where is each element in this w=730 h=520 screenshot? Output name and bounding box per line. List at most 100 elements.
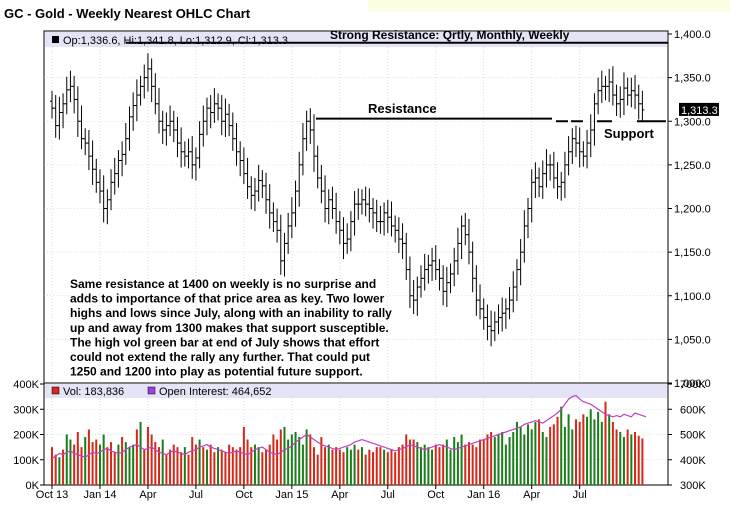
ohlc-bar xyxy=(533,162,538,199)
volume-bar xyxy=(338,449,341,485)
volume-bar xyxy=(320,437,323,485)
annotation-line: could not extend the rally any further. … xyxy=(70,350,370,364)
ohlc-bar xyxy=(134,79,139,122)
volume-bar xyxy=(51,447,53,485)
volume-bar xyxy=(615,429,618,485)
ohlc-bar xyxy=(238,141,243,177)
volume-bar xyxy=(530,429,533,485)
volume-bar xyxy=(464,444,467,485)
volume-bar xyxy=(327,444,330,485)
volume-bar xyxy=(600,421,603,485)
price-tick-label: 1,050.0 xyxy=(674,334,711,346)
ohlc-bar xyxy=(109,169,114,211)
volume-bar xyxy=(405,434,408,485)
x-axis: Oct 13 Jan 14 Apr Jul Oct Jan 15 Apr Jul Oct Jan … xyxy=(36,485,587,501)
ohlc-bar xyxy=(411,280,416,315)
volume-bar xyxy=(353,444,356,485)
volume-bar xyxy=(128,447,131,485)
volume-bar xyxy=(360,447,363,485)
volume-bar xyxy=(386,452,389,485)
volume-bar xyxy=(445,439,448,485)
ohlc-bar xyxy=(537,167,542,198)
volume-legend: Vol: 183,836 xyxy=(63,386,124,398)
volume-bar xyxy=(121,437,124,485)
volume-bar xyxy=(420,447,422,485)
volume-bar xyxy=(423,444,426,485)
ohlc-bar xyxy=(278,214,283,275)
volume-bar xyxy=(508,437,511,485)
ohlc-bar xyxy=(149,58,154,103)
volume-bar xyxy=(431,449,434,485)
volume-bar xyxy=(205,449,208,485)
volume-bar xyxy=(589,409,592,485)
ohlc-bar xyxy=(459,215,464,260)
ohlc-bar xyxy=(120,141,125,177)
volume-bar xyxy=(608,414,611,485)
ohlc-bar xyxy=(422,253,427,291)
ohlc-bar xyxy=(127,106,132,151)
price-legend: Op:1,336.6, Hi:1,341.8, Lo:1,312.9, Cl:1… xyxy=(63,35,288,47)
oi-legend: Open Interest: 464,652 xyxy=(159,386,272,398)
volume-bar xyxy=(604,401,607,485)
ohlc-bar xyxy=(193,147,198,181)
ohlc-bar xyxy=(75,86,80,137)
top-banner xyxy=(368,0,730,12)
ohlc-bar xyxy=(304,110,309,151)
ohlc-bar xyxy=(529,169,534,223)
volume-bar xyxy=(235,449,238,485)
ohlc-bar xyxy=(241,147,246,185)
ohlc-bar xyxy=(179,127,184,168)
price-tick-label: 1,250.0 xyxy=(674,160,711,172)
volume-bar xyxy=(545,437,548,485)
volume-bar xyxy=(316,454,319,485)
ohlc-bar xyxy=(614,84,619,117)
ohlc-bar xyxy=(271,202,276,233)
volume-bar xyxy=(619,431,622,485)
volume-bar xyxy=(95,439,98,485)
volume-bar xyxy=(272,434,275,485)
ohlc-bar xyxy=(352,191,357,236)
ohlc-bar xyxy=(348,211,353,252)
ohlc-bar xyxy=(470,241,475,293)
volume-bar xyxy=(397,447,400,485)
ohlc-bar xyxy=(478,284,483,320)
ohlc-bar xyxy=(573,125,578,158)
oi-tick-label: 500K xyxy=(680,430,706,442)
ohlc-bar xyxy=(245,157,250,199)
volume-bar xyxy=(309,434,312,485)
ohlc-bar xyxy=(223,98,228,137)
ohlc-bar xyxy=(308,108,313,144)
volume-bar xyxy=(390,449,393,485)
volume-bar xyxy=(475,447,478,485)
volume-bar xyxy=(453,437,456,485)
ohlc-bar xyxy=(57,96,62,140)
open-interest-right-axis: 700K 600K 500K 400K 300K xyxy=(668,379,706,492)
volume-bar xyxy=(519,426,522,485)
ohlc-bar xyxy=(289,197,294,239)
volume-bar xyxy=(501,431,504,485)
ohlc-bar xyxy=(511,271,516,313)
ohlc-bar xyxy=(514,259,519,301)
strong-resistance-label: Strong Resistance: Qrtly, Monthly, Weekl… xyxy=(330,28,570,42)
volume-bar xyxy=(165,454,168,485)
volume-bar xyxy=(268,444,271,485)
ohlc-bar xyxy=(112,157,117,195)
volume-bar xyxy=(471,444,474,485)
ohlc-bar xyxy=(585,129,590,169)
volume-bar xyxy=(442,444,445,485)
ohlc-bar xyxy=(393,215,398,243)
price-tick-label: 1,350.0 xyxy=(674,73,711,85)
oi-tick-label: 700K xyxy=(680,379,706,391)
ohlc-bar xyxy=(197,121,202,169)
ohlc-bar xyxy=(507,287,512,320)
volume-bar xyxy=(383,449,386,485)
ohlc-bar xyxy=(319,164,324,204)
ohlc-bar xyxy=(334,192,339,234)
volume-bar xyxy=(220,449,223,485)
volume-bar xyxy=(113,452,116,485)
ohlc-bar xyxy=(249,176,254,210)
annotation-line: The high vol green bar at end of July sh… xyxy=(70,335,379,349)
x-tick-label: Oct xyxy=(427,489,444,501)
volume-bar xyxy=(287,439,290,485)
volume-bar xyxy=(194,444,197,485)
